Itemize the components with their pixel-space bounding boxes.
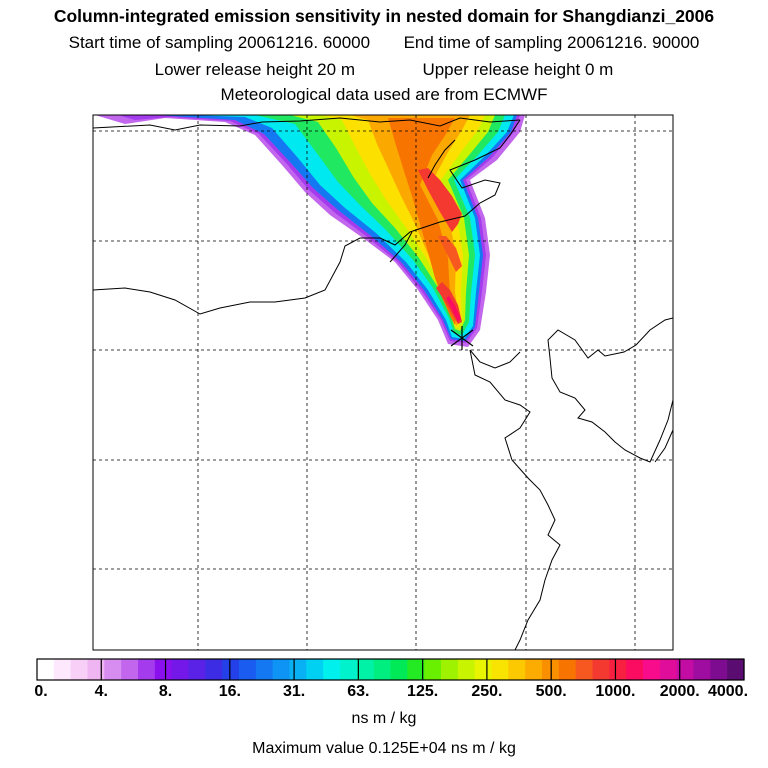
colorbar-cell (37, 659, 55, 680)
colorbar-tick-label: 4. (94, 683, 108, 700)
colorbar-cell (710, 659, 728, 680)
lat-lon-grid (93, 115, 673, 650)
lower-release-height: Lower release height 20 m (154, 60, 355, 79)
colorbar-tick-label: 8. (158, 683, 173, 700)
colorbar-cell (676, 659, 695, 680)
met-data-label: Meteorological data used are from ECMWF (220, 85, 548, 104)
coastlines (93, 117, 673, 650)
colorbar-tick-label: 2000. (659, 683, 700, 700)
colorbar-cell (558, 659, 577, 680)
colorbar-cell (239, 659, 257, 680)
colorbar-cell (407, 659, 425, 680)
korea-coast (547, 317, 673, 463)
sampling-times: Start time of sampling 20061216. 60000 E… (0, 33, 768, 53)
colorbar-cell (121, 659, 139, 680)
colorbar-cell (508, 659, 526, 680)
colorbar-cell (138, 659, 156, 680)
plume-band-pink-core (446, 296, 461, 322)
colorbar-cell (323, 659, 341, 680)
colorbar-tick-label: 16. (218, 683, 241, 700)
colorbar-cell (255, 659, 274, 680)
colorbar-cell (87, 659, 105, 680)
plume-band-red-mid (438, 236, 462, 272)
upper-release-height: Upper release height 0 m (422, 60, 614, 79)
colorbar-cell (53, 659, 72, 680)
start-time-label: Start time of sampling 20061216. 60000 (68, 33, 371, 52)
colorbar-unit: ns m / kg (351, 710, 417, 727)
colorbar-tick-label: 31. (282, 683, 306, 700)
colorbar-tick-label: 0. (34, 683, 48, 700)
colorbar-cell (441, 659, 459, 680)
colorbar-cell (289, 659, 307, 680)
colorbar-cell (104, 659, 122, 680)
colorbar-cell (205, 659, 223, 680)
release-site-marker (450, 326, 474, 350)
colorbar-cell (306, 659, 324, 680)
release-heights: Lower release height 20 m Upper release … (0, 60, 768, 80)
colorbar-cells (37, 659, 745, 680)
border-line-north (93, 117, 521, 131)
border-line-inner (427, 139, 456, 179)
colorbar-cell (474, 659, 493, 680)
maximum-value: Maximum value 0.125E+04 ns m / kg (252, 740, 516, 757)
colorbar-cell (424, 659, 442, 680)
colorbar-cell (491, 659, 509, 680)
colorbar-cell (272, 659, 291, 680)
colorbar-cell (340, 659, 358, 680)
colorbar-cell (188, 659, 206, 680)
colorbar-cell (592, 659, 610, 680)
plume-band-red (418, 168, 462, 232)
colorbar-cell (356, 659, 375, 680)
colorbar-cell (659, 659, 678, 680)
coast-east (469, 349, 561, 650)
colorbar-cell (390, 659, 408, 680)
map-title: Column-integrated emission sensitivity i… (53, 6, 715, 26)
colorbar-cell (575, 659, 594, 680)
colorbar-cell (457, 659, 476, 680)
colorbar-cell (373, 659, 392, 680)
colorbar-tick-label: 4000. (707, 683, 749, 700)
colorbar-cell (693, 659, 711, 680)
colorbar-tick-label: 1000. (595, 683, 636, 700)
end-time-label: End time of sampling 20061216. 90000 (403, 33, 700, 52)
colorbar-dividers (100, 659, 681, 680)
colorbar-tick-label: 125. (407, 683, 439, 700)
colorbar-tick-label: 500. (535, 683, 567, 700)
colorbar-cell (525, 659, 543, 680)
border-line-diag (389, 231, 413, 263)
colorbar-cell (727, 659, 745, 680)
emission-plume (95, 115, 525, 347)
colorbar-cell (222, 659, 240, 680)
bay-coast (469, 349, 521, 369)
border-line-mid (93, 119, 521, 315)
colorbar-cell (643, 659, 661, 680)
colorbar-tick-label: 63. (347, 683, 370, 700)
colorbar-cell (70, 659, 89, 680)
colorbar-frame (36, 658, 745, 681)
colorbar-cell (171, 659, 190, 680)
colorbar-cell (154, 659, 173, 680)
map-frame (92, 114, 674, 651)
plume-band-deep-orange (388, 118, 456, 325)
colorbar-cell (626, 659, 644, 680)
colorbar-cell (609, 659, 627, 680)
korea-coast-south (654, 429, 673, 463)
colorbar-tick-label: 250. (471, 683, 503, 700)
